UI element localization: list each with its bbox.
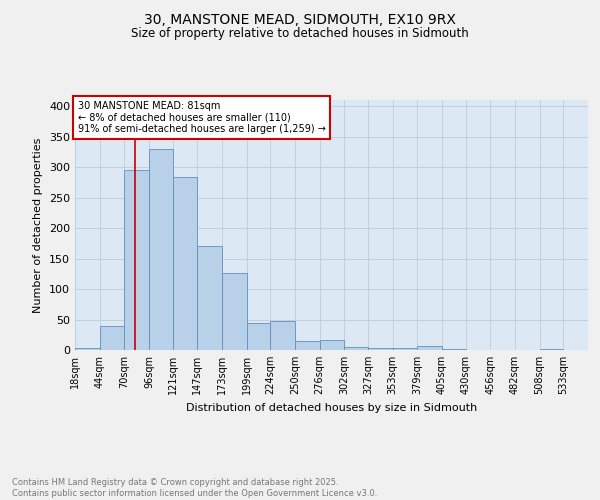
Bar [271, 322, 295, 350]
Bar [173, 178, 197, 350]
Bar [392, 348, 418, 350]
Bar [75, 348, 100, 350]
Y-axis label: Number of detached properties: Number of detached properties [34, 138, 43, 312]
Bar [344, 347, 368, 350]
X-axis label: Distribution of detached houses by size in Sidmouth: Distribution of detached houses by size … [186, 402, 477, 412]
Bar [124, 170, 149, 350]
Text: 30, MANSTONE MEAD, SIDMOUTH, EX10 9RX: 30, MANSTONE MEAD, SIDMOUTH, EX10 9RX [144, 12, 456, 26]
Bar [247, 322, 271, 350]
Text: Size of property relative to detached houses in Sidmouth: Size of property relative to detached ho… [131, 28, 469, 40]
Bar [149, 149, 173, 350]
Bar [368, 348, 392, 350]
Bar [100, 326, 124, 350]
Text: 30 MANSTONE MEAD: 81sqm
← 8% of detached houses are smaller (110)
91% of semi-de: 30 MANSTONE MEAD: 81sqm ← 8% of detached… [77, 101, 325, 134]
Bar [418, 346, 442, 350]
Bar [539, 349, 563, 350]
Bar [320, 340, 344, 350]
Bar [197, 246, 222, 350]
Bar [295, 341, 320, 350]
Bar [222, 273, 247, 350]
Text: Contains HM Land Registry data © Crown copyright and database right 2025.
Contai: Contains HM Land Registry data © Crown c… [12, 478, 377, 498]
